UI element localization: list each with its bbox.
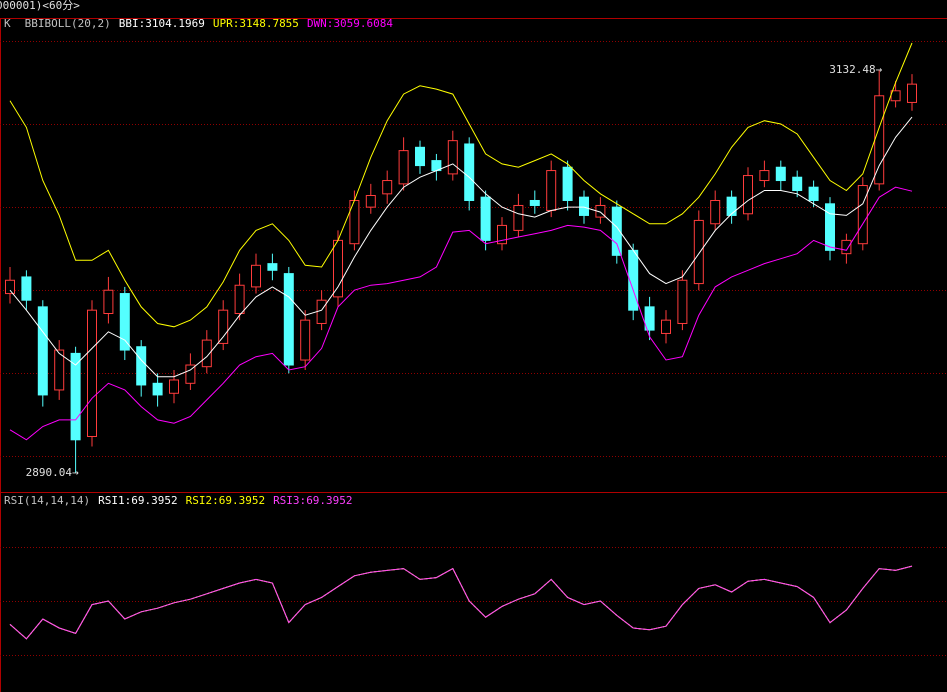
candle-body — [480, 196, 491, 241]
legend-text: BBI: — [119, 17, 146, 30]
candle-body — [759, 170, 770, 182]
legend-text: 69.3952 — [131, 494, 177, 507]
candle-body — [103, 289, 114, 314]
legend-text: DWN: — [307, 17, 334, 30]
legend-text: RSI1: — [98, 494, 131, 507]
candle-body — [595, 204, 606, 218]
candle-body — [562, 166, 573, 201]
candle-body — [415, 146, 425, 167]
series-line — [9, 42, 913, 328]
series-line — [9, 565, 913, 640]
candle-body — [333, 239, 343, 298]
candle-body — [825, 203, 835, 251]
legend-text: UPR: — [213, 17, 240, 30]
extreme-label: 3132.48→ — [829, 63, 882, 76]
candle-body — [300, 319, 311, 361]
candle-body — [513, 204, 524, 231]
candle-body — [54, 349, 65, 391]
candle-body — [365, 194, 376, 208]
legend-text: 3148.7855 — [239, 17, 299, 30]
candle-body — [267, 263, 278, 271]
candle-body — [234, 284, 245, 314]
candle-body — [37, 306, 48, 396]
legend-text: 3059.6084 — [333, 17, 393, 30]
legend-text: 3104.1969 — [145, 17, 205, 30]
candle-body — [874, 95, 885, 185]
plot-layer: 3132.48→ 2890.04→ K BBIBOLL(20,2) BBI: 3104.1… — [0, 17, 947, 656]
candle-body — [710, 199, 721, 225]
candle-body — [611, 206, 622, 256]
legend-text: K — [4, 17, 11, 30]
candle-body — [792, 176, 803, 192]
candle-body — [644, 306, 655, 331]
legend-text: RSI3: — [273, 494, 306, 507]
candle-body — [775, 166, 786, 182]
candle-body — [447, 140, 458, 175]
candle-body — [726, 196, 737, 216]
candle-body — [907, 83, 917, 103]
candle-body — [5, 279, 15, 295]
candle-body — [857, 185, 868, 245]
candle-body — [251, 264, 261, 288]
candle-body — [693, 219, 704, 285]
candle-body — [497, 224, 507, 245]
legend-text: 69.3952 — [306, 494, 352, 507]
candle-body — [218, 309, 229, 344]
window-title: 000001)<60分> — [0, 0, 80, 12]
candle-body — [169, 379, 179, 394]
candle-body — [579, 196, 589, 216]
series-line — [9, 186, 913, 441]
candle-body — [136, 346, 147, 386]
candle-body — [464, 143, 475, 201]
candle-body — [841, 239, 852, 255]
candle-body — [21, 276, 32, 301]
candle-body — [546, 170, 557, 211]
legend-text: 69.3952 — [219, 494, 265, 507]
candle-body — [119, 293, 130, 351]
candle-body — [283, 273, 294, 366]
candle-body — [661, 319, 671, 334]
candle-body — [808, 186, 819, 201]
extreme-label: 2890.04→ — [26, 466, 79, 479]
candle-body — [201, 339, 212, 368]
candle-body — [87, 309, 97, 437]
candle-body — [70, 352, 81, 441]
candle-body — [529, 199, 540, 206]
candle-body — [152, 382, 163, 396]
legend-text: RSI2: — [186, 494, 219, 507]
series-line — [9, 116, 913, 378]
candle-body — [382, 180, 393, 195]
candle-body — [316, 299, 327, 324]
legend-text: BBIBOLL(20,2) — [25, 17, 111, 30]
legend-text: RSI(14,14,14) — [4, 494, 90, 507]
candle-body — [185, 364, 196, 384]
candle-body — [398, 150, 409, 185]
candle-body — [743, 175, 753, 215]
candle-body — [677, 279, 688, 324]
